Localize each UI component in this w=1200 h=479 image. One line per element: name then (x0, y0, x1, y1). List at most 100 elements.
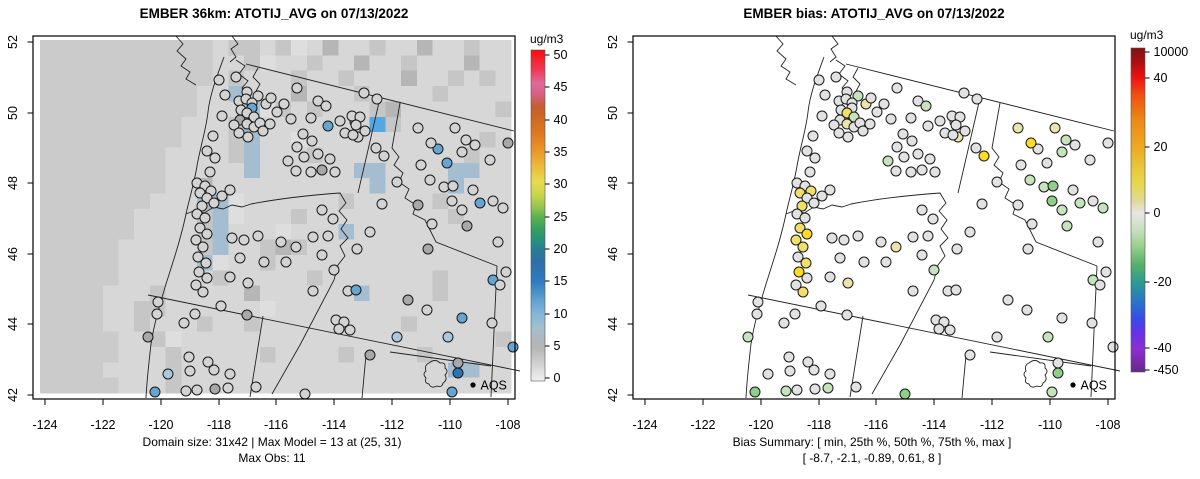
raster-cell (71, 208, 88, 225)
raster-cell (102, 86, 119, 102)
raster-cell (118, 316, 135, 332)
x-tick-label: -108 (1095, 418, 1120, 432)
site-marker (924, 153, 936, 165)
raster-cell (102, 101, 119, 117)
site-marker (487, 195, 499, 207)
site-marker (502, 137, 514, 149)
x-tick-label: -110 (438, 418, 462, 432)
raster-cell (165, 132, 182, 148)
raster-cell (228, 147, 245, 163)
raster-cell (369, 270, 386, 286)
raster-cell (149, 362, 166, 378)
raster-cell (306, 347, 323, 363)
site-marker (230, 71, 242, 83)
raster-cell (432, 239, 449, 256)
site-marker (899, 388, 911, 400)
site-marker (452, 357, 464, 369)
raster-cell (495, 347, 512, 363)
raster-cell (322, 331, 339, 348)
map-border-line (775, 35, 797, 86)
raster-cell (479, 347, 496, 363)
site-marker (778, 317, 790, 329)
raster-cell (118, 132, 135, 148)
raster-cell (416, 362, 433, 378)
raster-cell (118, 70, 135, 87)
site-marker (964, 349, 976, 361)
y-tick-label: 44 (6, 317, 20, 331)
raster-cell (401, 55, 418, 71)
raster-cell (401, 132, 418, 148)
raster-cell (448, 132, 465, 148)
site-marker (207, 130, 219, 142)
raster-cell (385, 162, 402, 179)
site-marker (350, 119, 362, 131)
site-marker (461, 220, 473, 232)
raster-cell (87, 147, 104, 163)
site-marker (432, 143, 444, 155)
raster-cell (87, 55, 104, 71)
raster-cell (149, 55, 166, 71)
raster-cell (448, 162, 465, 179)
site-marker (201, 272, 213, 284)
site-marker (808, 197, 820, 209)
site-marker (991, 176, 1003, 188)
site-marker (958, 87, 970, 99)
raster-cell (369, 40, 386, 56)
raster-cell (55, 132, 72, 148)
raster-cell (55, 239, 72, 256)
site-marker (209, 152, 221, 164)
site-marker (964, 226, 976, 238)
raster-cell (71, 316, 88, 332)
y-tick-label: 52 (6, 35, 20, 49)
site-marker (290, 165, 302, 177)
raster-cell (385, 224, 402, 240)
y-tick-label: 42 (6, 388, 20, 402)
raster-cell (181, 55, 198, 71)
site-marker (947, 129, 959, 141)
raster-cell (322, 70, 339, 87)
raster-cell (212, 208, 229, 225)
site-marker (290, 241, 302, 253)
raster-cell (385, 316, 402, 332)
x-tick-label: -120 (148, 418, 173, 432)
raster-cell (102, 116, 119, 133)
raster-cell (71, 101, 88, 117)
raster-cell (369, 254, 386, 271)
site-marker (751, 308, 763, 320)
raster-cell (87, 193, 104, 210)
site-marker (783, 351, 795, 363)
site-marker (242, 131, 254, 143)
raster-cell (291, 70, 308, 87)
site-marker (329, 166, 341, 178)
raster-cell (495, 300, 512, 317)
site-marker (797, 286, 809, 298)
raster-cell (71, 162, 88, 179)
raster-cell (40, 162, 56, 179)
raster-cell (338, 147, 355, 163)
model-raster-layer (40, 40, 512, 394)
site-marker (484, 154, 496, 166)
raster-cell (40, 40, 56, 56)
raster-cell (149, 101, 166, 117)
raster-cell (479, 331, 496, 348)
site-marker (922, 230, 934, 242)
raster-cell (40, 300, 56, 317)
raster-cell (55, 86, 72, 102)
site-marker (370, 142, 382, 154)
raster-cell (338, 254, 355, 271)
raster-cell (102, 55, 119, 71)
map-border-line (361, 354, 367, 399)
site-marker (907, 231, 919, 243)
raster-cell (71, 55, 88, 71)
x-tick-label: -120 (748, 418, 773, 432)
raster-cell (102, 208, 119, 225)
raster-cell (40, 178, 56, 194)
raster-cell (338, 86, 355, 102)
raster-cell (338, 193, 355, 210)
site-marker (278, 98, 290, 110)
x-tick-label: -112 (980, 418, 1004, 432)
site-marker (912, 148, 924, 160)
raster-cell (55, 254, 72, 271)
raster-cell (416, 86, 433, 102)
